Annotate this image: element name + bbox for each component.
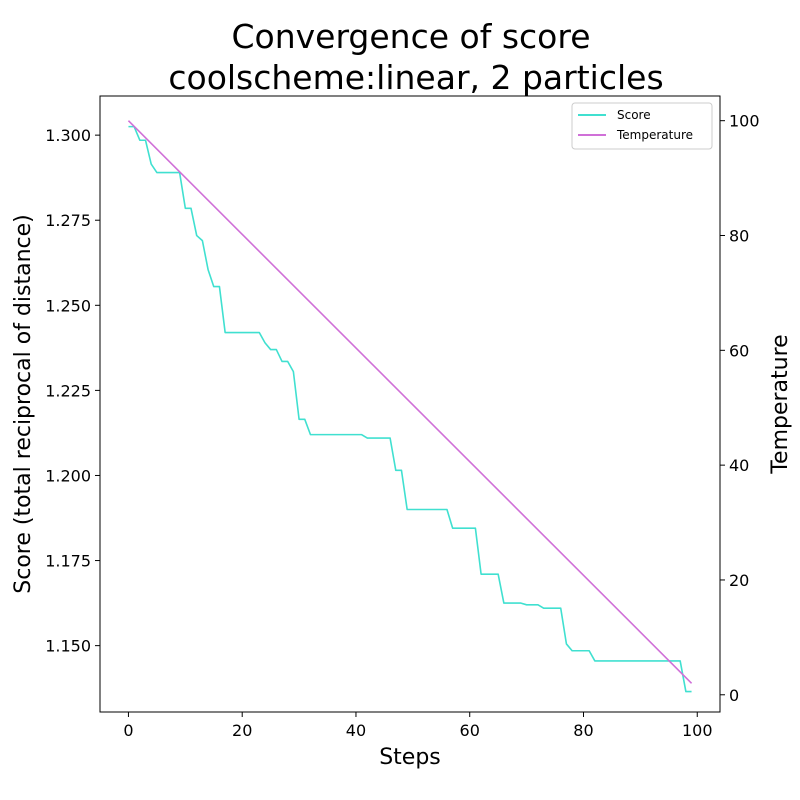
y-tick-label-right: 0	[729, 686, 739, 705]
y-tick-label-right: 100	[729, 112, 760, 131]
legend-label-temperature: Temperature	[616, 128, 693, 142]
plot-area	[127, 120, 693, 693]
x-tick-label: 20	[232, 721, 252, 740]
y-tick-label-left: 1.300	[45, 126, 91, 145]
axes: 0 20 40 60 80 100 1.150 1.175 1.200 1.225 1.250 1.2…	[45, 95, 760, 740]
y-axis-label-right: Temperature	[768, 334, 793, 474]
y-tick-label-right: 60	[729, 341, 749, 360]
y-tick-label-right: 80	[729, 227, 749, 246]
y-tick-label-right: 40	[729, 456, 749, 475]
y-tick-label-left: 1.150	[45, 637, 91, 656]
plot-frame	[99, 95, 721, 713]
legend: Score Temperature	[571, 102, 713, 150]
x-tick-label: 100	[682, 721, 713, 740]
y-tick-label-right: 20	[729, 571, 749, 590]
y-tick-label-left: 1.250	[45, 296, 91, 315]
y-axis-label-left: Score (total reciprocal of distance)	[11, 214, 36, 593]
x-tick-label: 40	[346, 721, 366, 740]
series-line-score	[128, 125, 692, 693]
y-tick-label-left: 1.200	[45, 466, 91, 485]
y-tick-label-left: 1.275	[45, 211, 91, 230]
y-tick-label-left: 1.225	[45, 381, 91, 400]
chart-title: Convergence of score	[231, 17, 590, 56]
chart-subtitle: coolscheme:linear, 2 particles	[168, 58, 663, 97]
x-tick-label: 60	[460, 721, 480, 740]
x-axis-label: Steps	[379, 745, 441, 770]
series-line-temperature	[127, 120, 693, 684]
legend-label-score: Score	[617, 108, 651, 122]
x-tick-label: 0	[123, 721, 133, 740]
legend-box	[571, 102, 713, 150]
y-tick-label-left: 1.175	[45, 552, 91, 571]
x-tick-label: 80	[573, 721, 593, 740]
